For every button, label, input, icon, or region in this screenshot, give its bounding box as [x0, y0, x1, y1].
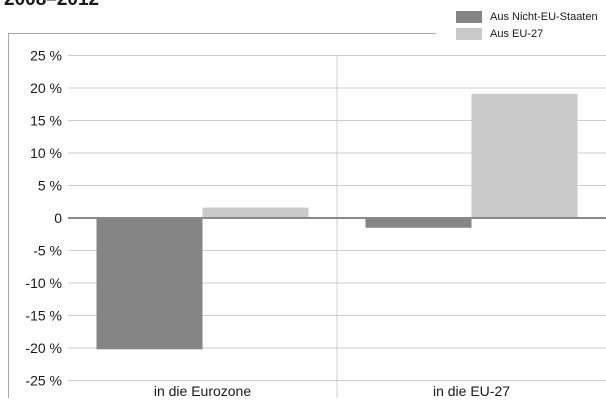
legend-label-eu27: Aus EU-27: [490, 28, 544, 40]
legend-swatch-non-eu: [456, 11, 482, 23]
legend-label-non-eu: Aus Nicht-EU-Staaten: [490, 11, 598, 23]
bar-non-eu-eu27: [365, 218, 472, 228]
x-category-label: in die EU-27: [433, 383, 510, 399]
y-tick-label: -20 %: [25, 340, 62, 356]
y-tick-label: -15 %: [25, 308, 62, 324]
y-tick-label: 10 %: [30, 145, 62, 161]
x-category-label: in die Eurozone: [154, 383, 252, 399]
y-tick-label: 15 %: [30, 113, 62, 129]
y-tick-label: -25 %: [25, 373, 62, 389]
y-tick-label: -10 %: [25, 275, 62, 291]
legend-swatch-eu27: [456, 28, 482, 40]
y-tick-label: 20 %: [30, 80, 62, 96]
y-tick-label: -5 %: [33, 243, 62, 259]
y-tick-label: 5 %: [38, 178, 62, 194]
y-tick-label: 25 %: [30, 48, 62, 64]
bar-eu27-eurozone: [202, 207, 309, 218]
legend-item-eu27: Aus EU-27: [456, 27, 543, 41]
bar-eu27-eu27: [471, 93, 578, 218]
bar-non-eu-eurozone: [96, 218, 203, 350]
chart-title: 2008–2012: [4, 0, 99, 11]
y-tick-label: 0: [54, 210, 62, 226]
legend-item-non-eu: Aus Nicht-EU-Staaten: [456, 10, 598, 24]
chart-frame: [8, 33, 436, 398]
